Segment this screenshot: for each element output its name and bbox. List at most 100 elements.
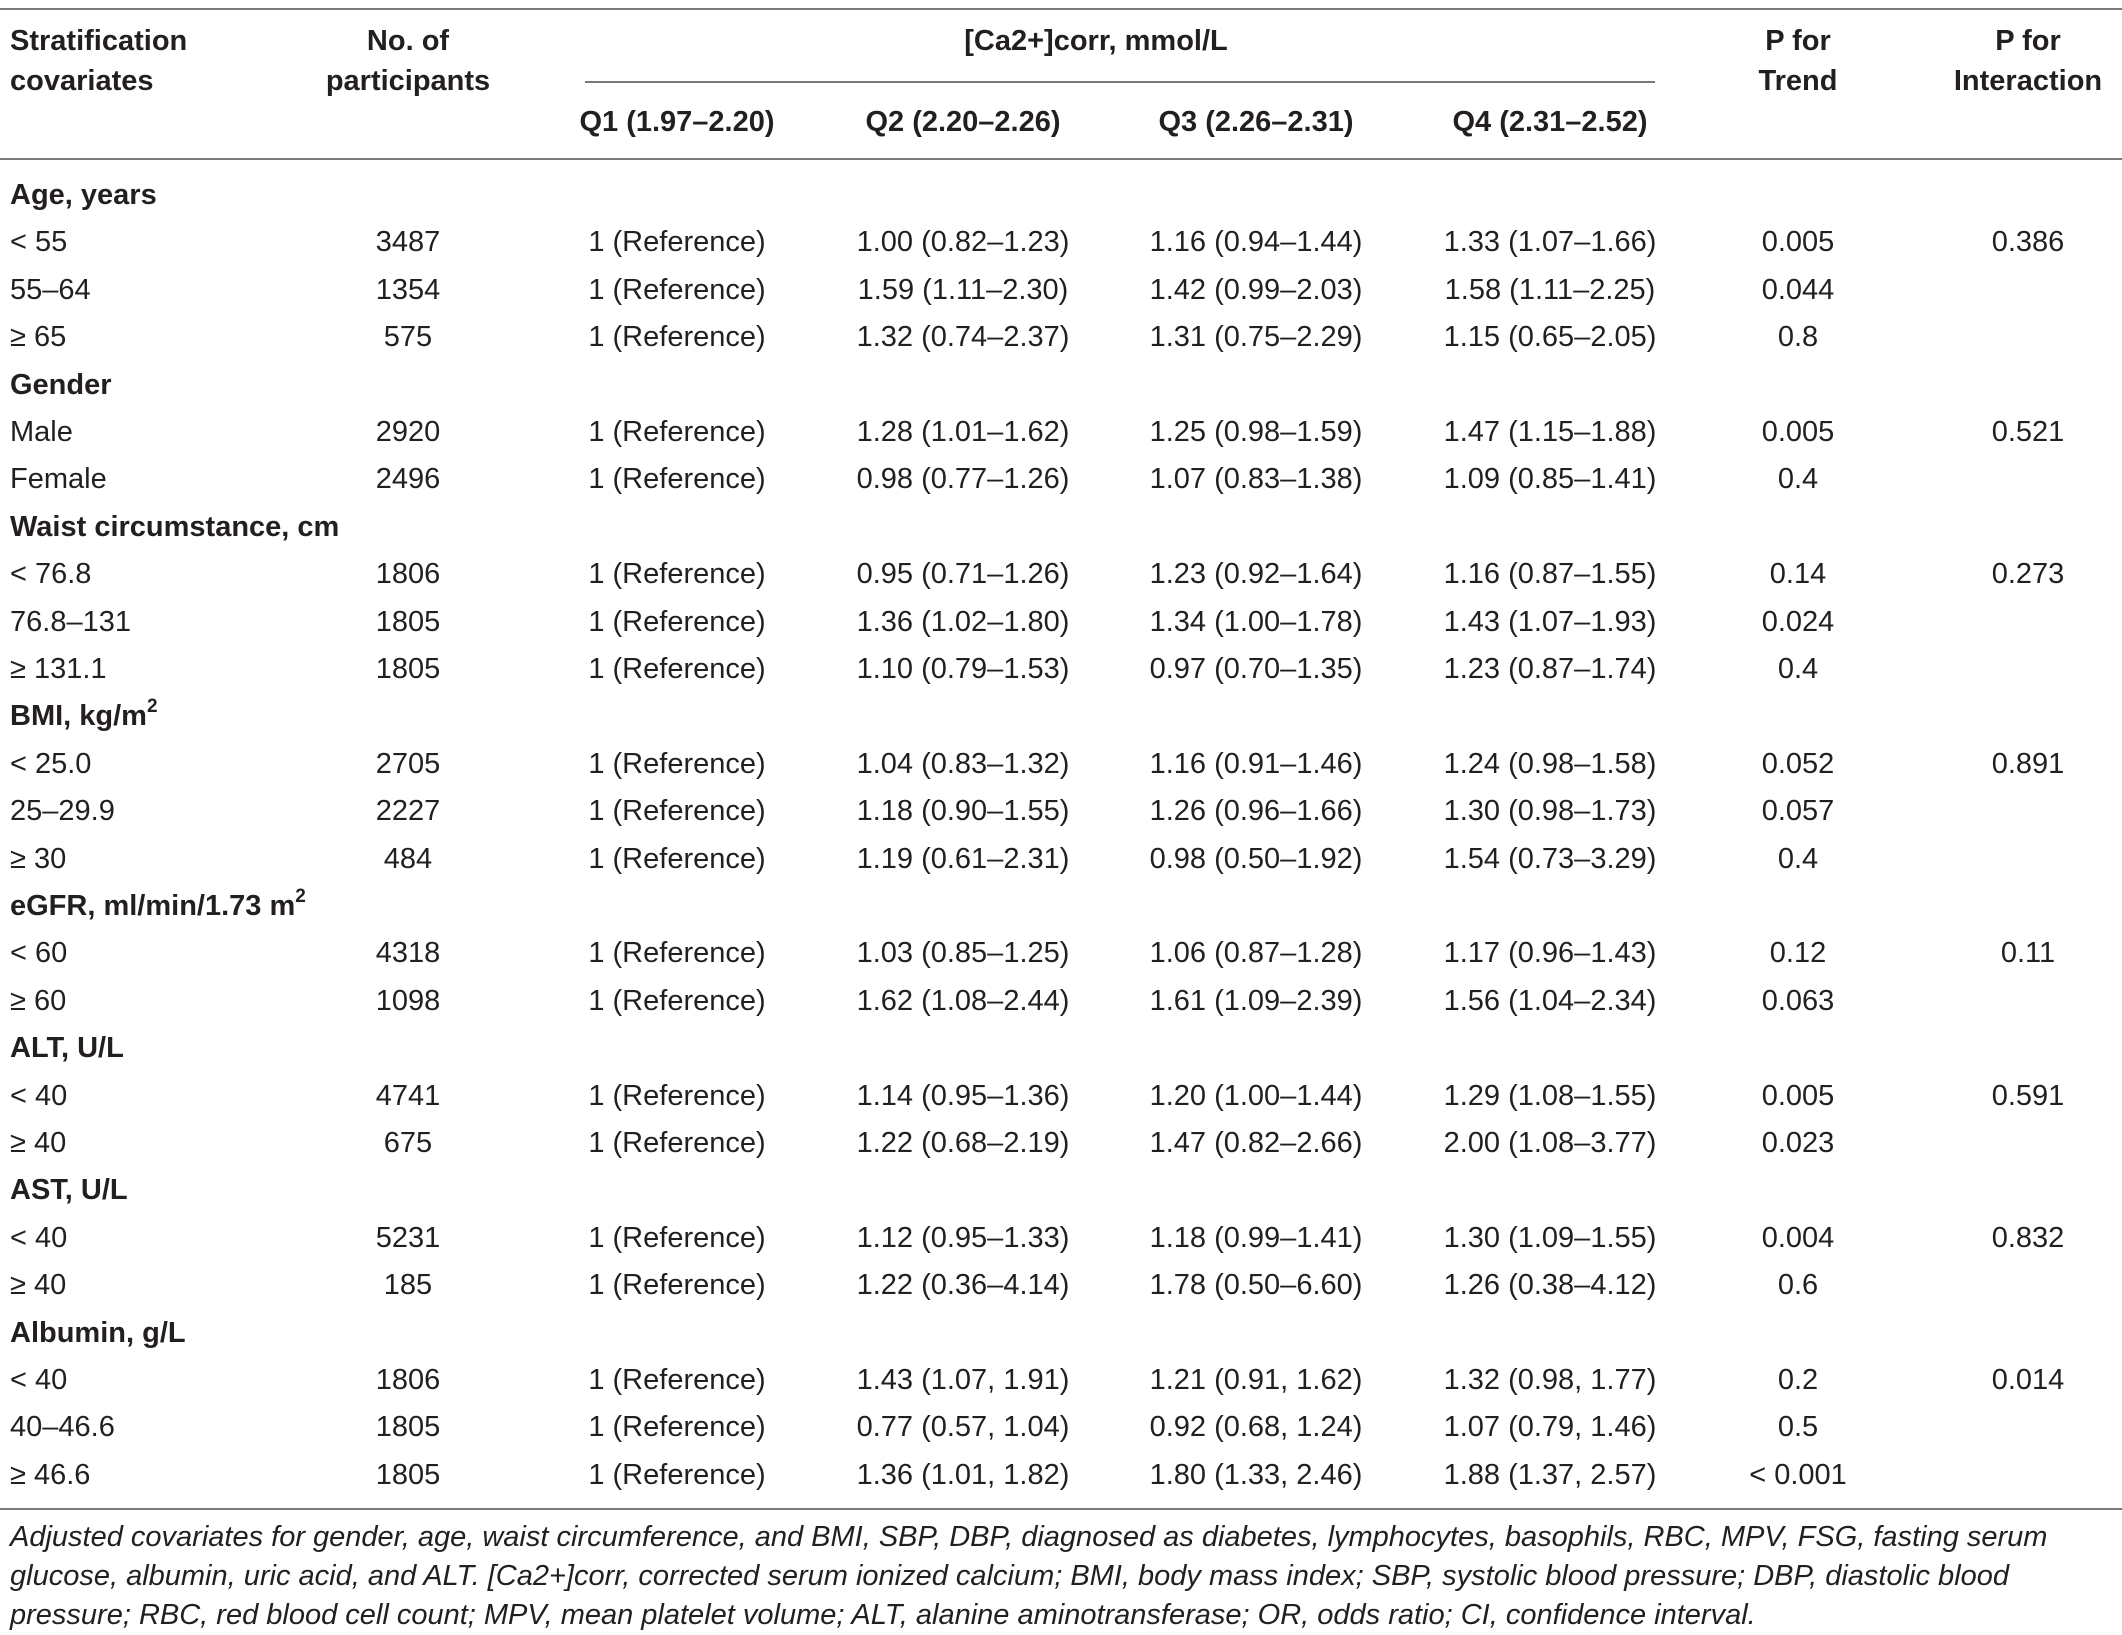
cell-q1: 1 (Reference) (588, 1459, 766, 1491)
section-label: eGFR, ml/min/1.73 m2 (10, 886, 306, 922)
cell-q3: 1.06 (0.87–1.28) (1149, 937, 1363, 969)
header-participants: No. of participants (325, 25, 491, 97)
cell-p-interaction: 0.11 (2000, 937, 2056, 969)
cell-q4: 1.33 (1.07–1.66) (1443, 226, 1657, 258)
row-label: 76.8–131 (10, 606, 131, 638)
cell-q3: 1.07 (0.83–1.38) (1149, 463, 1363, 495)
cell-p-trend: 0.4 (1777, 843, 1819, 875)
cell-participants: 2227 (375, 795, 441, 827)
cell-q3: 1.42 (0.99–2.03) (1149, 274, 1363, 306)
header-q3: Q3 (2.26–2.31) (1158, 106, 1354, 138)
cell-p-trend: 0.005 (1761, 226, 1835, 258)
row-label: < 76.8 (10, 558, 92, 590)
header-q4: Q4 (2.31–2.52) (1452, 106, 1648, 138)
cell-p-interaction: 0.014 (1991, 1364, 2065, 1396)
cell-p-trend: 0.057 (1761, 795, 1835, 827)
cell-q1: 1 (Reference) (588, 653, 766, 685)
header-p-trend: P for Trend (1758, 25, 1838, 97)
cell-p-interaction: 0.591 (1991, 1080, 2065, 1112)
cell-q1: 1 (Reference) (588, 1411, 766, 1443)
cell-q3: 1.80 (1.33, 2.46) (1149, 1459, 1363, 1491)
row-label: < 40 (10, 1364, 68, 1396)
cell-p-trend: 0.052 (1761, 748, 1835, 780)
cell-q4: 2.00 (1.08–3.77) (1443, 1127, 1657, 1159)
cell-p-trend: 0.044 (1761, 274, 1835, 306)
cell-q3: 0.97 (0.70–1.35) (1149, 653, 1363, 685)
row-label: ≥ 40 (10, 1269, 67, 1301)
cell-q1: 1 (Reference) (588, 1080, 766, 1112)
cell-q2: 1.04 (0.83–1.32) (856, 748, 1070, 780)
cell-participants: 484 (383, 843, 433, 875)
cell-p-trend: 0.8 (1777, 321, 1819, 353)
section-label: Albumin, g/L (10, 1317, 186, 1349)
cell-q3: 1.31 (0.75–2.29) (1149, 321, 1363, 353)
cell-q1: 1 (Reference) (588, 748, 766, 780)
cell-participants: 575 (383, 321, 433, 353)
cell-participants: 2705 (375, 748, 441, 780)
cell-q3: 0.92 (0.68, 1.24) (1149, 1411, 1363, 1443)
cell-q2: 1.36 (1.02–1.80) (856, 606, 1070, 638)
cell-p-interaction: 0.386 (1991, 226, 2065, 258)
cell-p-trend: 0.5 (1777, 1411, 1819, 1443)
cell-p-trend: < 0.001 (1749, 1459, 1847, 1491)
cell-q1: 1 (Reference) (588, 1364, 766, 1396)
cell-q2: 1.00 (0.82–1.23) (856, 226, 1070, 258)
cell-q3: 1.25 (0.98–1.59) (1149, 416, 1363, 448)
cell-q2: 0.77 (0.57, 1.04) (856, 1411, 1070, 1443)
cell-q2: 1.19 (0.61–2.31) (856, 843, 1070, 875)
cell-q4: 1.30 (0.98–1.73) (1443, 795, 1657, 827)
section-label: Gender (10, 369, 112, 401)
cell-q1: 1 (Reference) (588, 558, 766, 590)
row-label: Male (10, 416, 73, 448)
cell-q4: 1.43 (1.07–1.93) (1443, 606, 1657, 638)
cell-q1: 1 (Reference) (588, 274, 766, 306)
cell-q2: 1.22 (0.68–2.19) (856, 1127, 1070, 1159)
row-label: < 60 (10, 937, 68, 969)
cell-q4: 1.88 (1.37, 2.57) (1443, 1459, 1657, 1491)
cell-q4: 1.29 (1.08–1.55) (1443, 1080, 1657, 1112)
cell-participants: 1806 (375, 558, 441, 590)
cell-participants: 2496 (375, 463, 441, 495)
cell-participants: 1806 (375, 1364, 441, 1396)
cell-q4: 1.54 (0.73–3.29) (1443, 843, 1657, 875)
cell-q1: 1 (Reference) (588, 985, 766, 1017)
cell-q2: 1.10 (0.79–1.53) (856, 653, 1070, 685)
cell-q1: 1 (Reference) (588, 463, 766, 495)
cell-q3: 1.23 (0.92–1.64) (1149, 558, 1363, 590)
cell-p-trend: 0.005 (1761, 416, 1835, 448)
section-label: AST, U/L (10, 1174, 128, 1206)
cell-q2: 1.43 (1.07, 1.91) (856, 1364, 1070, 1396)
cell-q4: 1.30 (1.09–1.55) (1443, 1222, 1657, 1254)
cell-q1: 1 (Reference) (588, 1269, 766, 1301)
cell-q4: 1.26 (0.38–4.12) (1443, 1269, 1657, 1301)
row-label: 25–29.9 (10, 795, 115, 827)
cell-participants: 1805 (375, 606, 441, 638)
row-label: ≥ 46.6 (10, 1459, 91, 1491)
cell-participants: 1805 (375, 1411, 441, 1443)
row-label: 40–46.6 (10, 1411, 115, 1443)
section-label: ALT, U/L (10, 1032, 124, 1064)
cell-p-trend: 0.004 (1761, 1222, 1835, 1254)
cell-q4: 1.16 (0.87–1.55) (1443, 558, 1657, 590)
cell-q1: 1 (Reference) (588, 226, 766, 258)
cell-q3: 1.26 (0.96–1.66) (1149, 795, 1363, 827)
cell-q4: 1.32 (0.98, 1.77) (1443, 1364, 1657, 1396)
cell-p-interaction: 0.273 (1991, 558, 2065, 590)
cell-q2: 1.28 (1.01–1.62) (856, 416, 1070, 448)
cell-q3: 0.98 (0.50–1.92) (1149, 843, 1363, 875)
cell-participants: 1805 (375, 653, 441, 685)
cell-q1: 1 (Reference) (588, 606, 766, 638)
cell-participants: 675 (383, 1127, 433, 1159)
cell-q4: 1.09 (0.85–1.41) (1443, 463, 1657, 495)
cell-participants: 1805 (375, 1459, 441, 1491)
row-label: < 55 (10, 226, 68, 258)
cell-q3: 1.21 (0.91, 1.62) (1149, 1364, 1363, 1396)
cell-q2: 1.14 (0.95–1.36) (856, 1080, 1070, 1112)
cell-q2: 0.98 (0.77–1.26) (856, 463, 1070, 495)
cell-q3: 1.16 (0.91–1.46) (1149, 748, 1363, 780)
row-label: ≥ 60 (10, 985, 67, 1017)
cell-participants: 185 (383, 1269, 433, 1301)
cell-p-interaction: 0.891 (1991, 748, 2065, 780)
cell-participants: 1354 (375, 274, 441, 306)
row-label: < 40 (10, 1222, 68, 1254)
